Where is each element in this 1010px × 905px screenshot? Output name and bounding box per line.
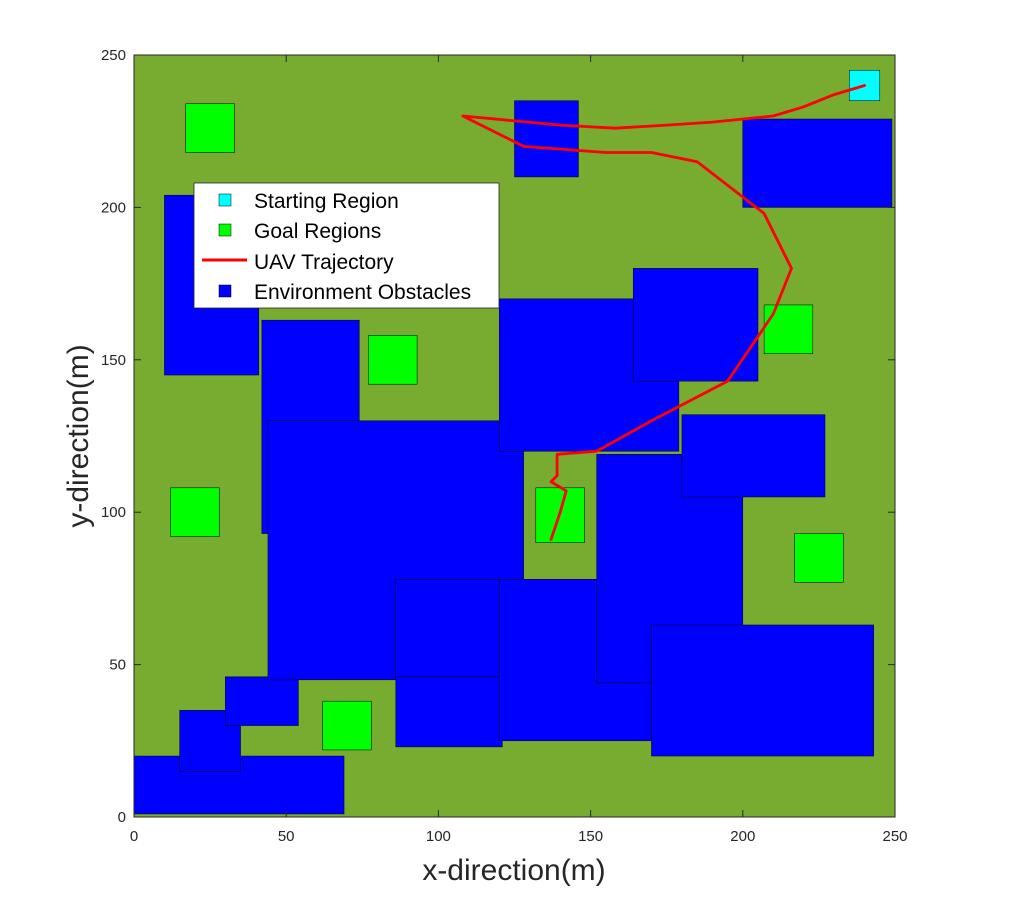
goal-regions-layer (170, 103, 844, 751)
x-tick-label: 200 (730, 828, 755, 845)
x-tick-label: 50 (278, 828, 295, 845)
legend: Starting Region Goal Regions UAV Traject… (193, 182, 500, 309)
ticks-layer: 0 50 100 150 200 250 0 50 100 150 200 250 (101, 47, 908, 845)
x-tick-label: 100 (426, 828, 451, 845)
legend-marker-environment-obstacles (218, 284, 232, 298)
legend-marker-goal-regions (218, 223, 232, 237)
legend-box (193, 182, 500, 309)
y-tick-label: 100 (101, 504, 126, 521)
legend-label-uav-trajectory: UAV Trajectory (254, 251, 394, 274)
obstacles-layer (133, 100, 893, 815)
legend-marker-starting-region (218, 193, 232, 207)
plot-frame (133, 54, 896, 818)
x-tick-label: 0 (130, 828, 138, 845)
y-tick-label: 0 (118, 809, 126, 826)
goal-region-7 (794, 533, 844, 583)
legend-label-environment-obstacles: Environment Obstacles (254, 281, 471, 304)
obstacle-14 (651, 624, 874, 757)
trajectory-layer (461, 84, 866, 541)
x-axis-label: x-direction(m) (422, 854, 605, 887)
obstacle-13 (681, 414, 826, 498)
goal-region-1 (185, 103, 235, 153)
x-tick-label: 150 (578, 828, 603, 845)
uav-trajectory-line (461, 84, 866, 541)
legend-label-starting-region: Starting Region (254, 190, 399, 213)
legend-label-goal-regions: Goal Regions (254, 220, 381, 243)
obstacle-16 (742, 118, 893, 208)
goal-region-5 (322, 700, 372, 751)
obstacle-15 (514, 100, 579, 178)
goal-region-3 (170, 487, 220, 537)
goal-region-6 (763, 304, 814, 354)
y-tick-label: 150 (101, 352, 126, 369)
obstacle-3 (225, 676, 299, 726)
y-tick-label: 50 (109, 657, 126, 674)
obstacle-11 (632, 268, 759, 382)
y-tick-label: 200 (101, 199, 126, 216)
x-tick-label: 250 (882, 828, 907, 845)
y-tick-label: 250 (101, 47, 126, 64)
y-axis-label: y-direction(m) (62, 344, 95, 527)
goal-region-2 (368, 335, 418, 385)
